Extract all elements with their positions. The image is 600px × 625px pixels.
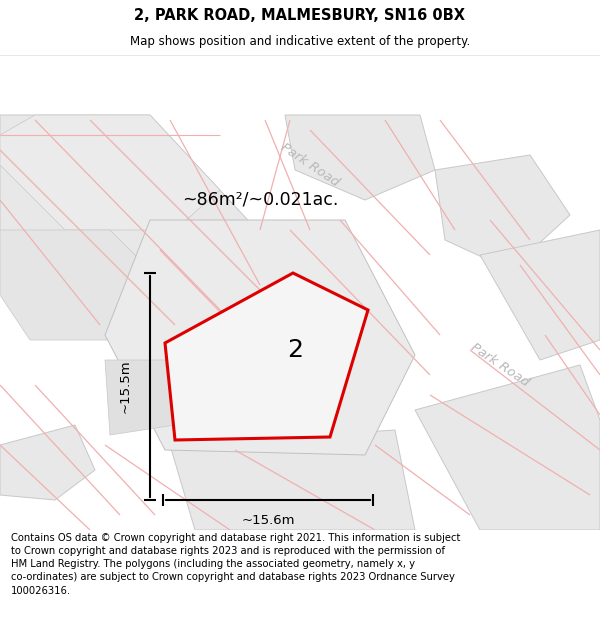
Text: Park Road: Park Road: [278, 141, 341, 189]
Polygon shape: [170, 430, 415, 530]
Text: Park Road: Park Road: [469, 341, 532, 389]
Polygon shape: [285, 115, 435, 200]
Polygon shape: [0, 115, 285, 340]
Polygon shape: [480, 230, 600, 360]
Text: Map shows position and indicative extent of the property.: Map shows position and indicative extent…: [130, 35, 470, 48]
Text: ~15.5m: ~15.5m: [119, 359, 131, 413]
Polygon shape: [105, 360, 175, 435]
Polygon shape: [0, 115, 220, 230]
Polygon shape: [105, 220, 415, 455]
Polygon shape: [435, 155, 570, 270]
Text: ~15.6m: ~15.6m: [241, 514, 295, 526]
Polygon shape: [0, 230, 185, 340]
Text: 2: 2: [287, 338, 303, 362]
Text: Contains OS data © Crown copyright and database right 2021. This information is : Contains OS data © Crown copyright and d…: [11, 533, 460, 596]
Text: ~86m²/~0.021ac.: ~86m²/~0.021ac.: [182, 191, 338, 209]
Text: 2, PARK ROAD, MALMESBURY, SN16 0BX: 2, PARK ROAD, MALMESBURY, SN16 0BX: [134, 8, 466, 23]
Polygon shape: [0, 425, 95, 500]
Polygon shape: [415, 365, 600, 530]
Polygon shape: [165, 273, 368, 440]
